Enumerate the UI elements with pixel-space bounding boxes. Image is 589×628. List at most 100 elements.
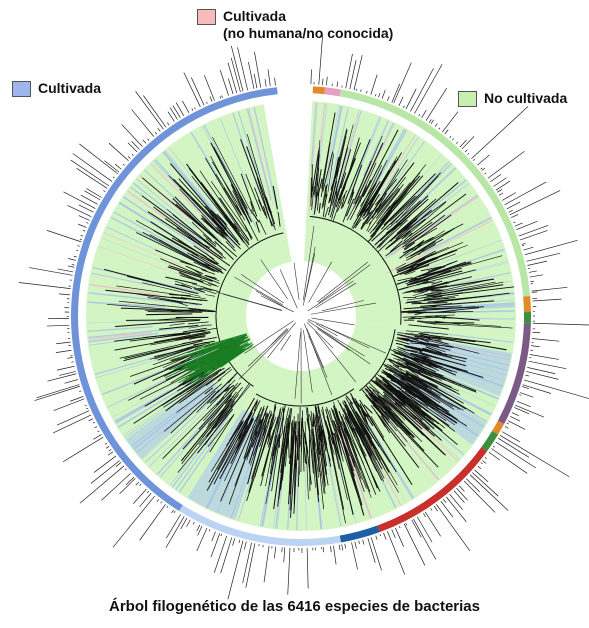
tree-branch bbox=[208, 283, 219, 287]
tree-branch bbox=[336, 201, 343, 212]
clade-arc bbox=[255, 388, 355, 407]
central-spoke bbox=[244, 320, 294, 354]
tree-branch bbox=[404, 201, 447, 239]
tree-branch bbox=[258, 199, 265, 212]
highlight-branch bbox=[209, 349, 233, 362]
legend-swatch-pink bbox=[197, 9, 216, 25]
tree-branch bbox=[326, 415, 339, 454]
tree-branch bbox=[403, 377, 454, 408]
abundance-bar bbox=[244, 541, 247, 550]
abundance-bar bbox=[73, 255, 77, 258]
abundance-bar bbox=[523, 379, 589, 399]
abundance-bar bbox=[53, 398, 85, 411]
tree-branch bbox=[342, 401, 378, 472]
abundance-bar bbox=[506, 201, 521, 210]
tree-branch bbox=[395, 263, 406, 269]
tree-branch bbox=[177, 400, 237, 473]
abundance-bar bbox=[213, 535, 228, 573]
wedge-streak bbox=[248, 108, 274, 206]
central-spoke bbox=[306, 328, 324, 368]
abundance-bar bbox=[493, 177, 507, 187]
tree-branch bbox=[160, 258, 220, 284]
tree-branch bbox=[349, 410, 383, 470]
legend-label-uncultivated: No cultivada bbox=[484, 90, 568, 106]
tree-branch bbox=[412, 291, 428, 297]
tree-branch bbox=[265, 409, 281, 487]
abundance-bar bbox=[473, 158, 475, 161]
highlight-branch bbox=[169, 346, 228, 371]
tree-branch bbox=[178, 178, 240, 245]
tree-branch bbox=[401, 381, 414, 390]
tree-branch bbox=[426, 284, 504, 297]
abundance-bar bbox=[133, 488, 147, 505]
abundance-bar bbox=[208, 529, 211, 532]
abundance-bar bbox=[79, 238, 83, 241]
abundance-bar bbox=[77, 245, 80, 247]
abundance-bar bbox=[520, 230, 548, 241]
tree-branch bbox=[331, 124, 354, 206]
abundance-bar bbox=[79, 390, 82, 392]
abundance-bar bbox=[490, 174, 502, 183]
highlight-branch bbox=[187, 338, 234, 354]
tree-branch bbox=[339, 403, 367, 457]
tree-branch bbox=[413, 356, 432, 365]
tree-branch bbox=[246, 431, 258, 458]
tree-branch bbox=[187, 236, 231, 267]
abundance-bar bbox=[428, 119, 432, 123]
abundance-bar bbox=[498, 437, 530, 458]
central-spoke bbox=[223, 293, 283, 311]
tree-branch bbox=[326, 426, 345, 510]
abundance-bar bbox=[461, 136, 475, 150]
abundance-bar bbox=[424, 511, 441, 537]
tree-branch bbox=[174, 283, 190, 289]
tree-branch bbox=[240, 173, 258, 217]
abundance-bar bbox=[495, 441, 537, 469]
abundance-bar bbox=[175, 102, 185, 116]
tree-branch bbox=[300, 421, 303, 445]
tree-branch bbox=[181, 386, 243, 464]
abundance-bar bbox=[254, 51, 262, 88]
tree-branch bbox=[198, 382, 242, 430]
abundance-bar bbox=[531, 291, 538, 293]
central-spoke bbox=[260, 259, 288, 300]
tree-branch bbox=[419, 287, 431, 290]
tree-branch bbox=[167, 266, 213, 282]
tree-branch bbox=[175, 203, 238, 258]
central-spoke bbox=[247, 328, 289, 367]
abundance-bar bbox=[438, 127, 441, 130]
tree-branch bbox=[394, 393, 440, 429]
abundance-bar bbox=[322, 78, 324, 86]
tree-branch bbox=[412, 369, 460, 395]
tree-branch bbox=[180, 398, 233, 462]
wedge-streak bbox=[136, 178, 197, 229]
tree-branch bbox=[363, 203, 372, 213]
tree-branch bbox=[170, 367, 197, 384]
tree-branch bbox=[410, 260, 458, 280]
tree-branch bbox=[351, 171, 383, 229]
tree-branch bbox=[254, 407, 263, 422]
abundance-bar bbox=[370, 537, 382, 571]
tree-branch bbox=[317, 405, 327, 467]
abundance-bar bbox=[93, 434, 102, 440]
tree-branch bbox=[237, 406, 255, 442]
tree-branch bbox=[360, 422, 386, 470]
tree-branch bbox=[281, 420, 284, 432]
abundance-bar bbox=[326, 76, 328, 86]
abundance-bar bbox=[63, 436, 104, 462]
central-spoke bbox=[255, 290, 288, 310]
tree-branch bbox=[114, 333, 207, 351]
abundance-bar bbox=[387, 96, 390, 101]
central-spoke bbox=[279, 269, 298, 309]
tree-branch bbox=[406, 371, 418, 382]
ring-segment-2 bbox=[324, 87, 341, 97]
tree-branch bbox=[343, 421, 358, 457]
tree-branch bbox=[372, 389, 392, 411]
abundance-bar bbox=[165, 516, 185, 549]
tree-branch bbox=[376, 205, 391, 224]
tree-branch bbox=[376, 392, 410, 430]
wedge-streak bbox=[316, 103, 328, 184]
tree-branch bbox=[331, 180, 338, 202]
tree-branch bbox=[404, 242, 416, 251]
tree-branch bbox=[393, 388, 428, 416]
abundance-bar bbox=[97, 430, 100, 433]
